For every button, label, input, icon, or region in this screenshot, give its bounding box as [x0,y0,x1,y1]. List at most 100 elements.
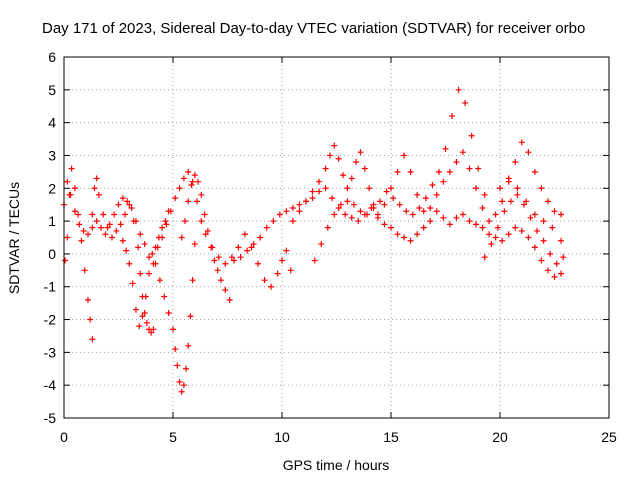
data-point [217,277,224,284]
data-point [501,208,508,215]
y-tick-label: 3 [48,147,56,163]
data-point [435,168,442,175]
data-point [507,198,514,205]
y-tick-label: -1 [44,279,57,295]
data-point [89,211,96,218]
data-point [440,178,447,185]
data-point [91,185,98,192]
data-point [113,227,120,234]
data-point [261,277,268,284]
data-point [141,309,148,316]
data-point [296,201,303,208]
x-tick-label: 5 [169,429,177,445]
y-tick-label: 0 [48,246,56,262]
data-point [499,198,506,205]
data-point [98,224,105,231]
data-point [231,257,238,264]
data-point [211,257,218,264]
data-point [226,296,233,303]
data-point [89,224,96,231]
data-point [479,204,486,211]
data-point [279,257,285,264]
data-point [143,319,150,326]
series-sat-11 [427,139,565,225]
data-point [453,214,460,221]
data-point [195,178,202,185]
data-point [139,313,146,320]
data-point [152,260,159,267]
y-tick-label: -4 [44,377,57,393]
data-point [129,280,136,287]
data-point [355,218,362,225]
data-point [95,191,102,198]
data-point [525,149,532,156]
data-point [81,267,88,274]
data-point [185,168,192,175]
x-axis: 0 5 10 15 20 25 [60,57,617,445]
data-point [525,234,532,241]
data-point [459,211,466,218]
data-point [84,231,91,238]
data-point [165,208,172,215]
data-point [189,178,196,185]
data-point [124,198,131,205]
data-point [388,224,394,231]
data-point [551,208,558,215]
data-point [148,329,155,336]
data-points [61,86,567,395]
data-point [255,260,262,267]
data-point [466,165,473,172]
data-point [433,208,440,215]
data-point [340,172,347,179]
data-point [547,250,554,257]
data-point [331,211,338,218]
data-point [117,221,124,228]
data-point [350,201,357,208]
data-point [159,224,166,231]
data-point [523,198,530,205]
data-point [318,241,325,248]
data-point [446,168,453,175]
data-point [374,211,381,218]
data-point [429,181,436,188]
data-point [324,224,331,231]
data-point [222,260,229,267]
data-point [520,201,527,208]
data-point [215,254,222,261]
data-point [414,191,421,198]
data-point [335,204,342,211]
data-point [518,139,525,146]
data-point [119,195,126,202]
data-point [455,86,462,93]
data-point [311,257,318,264]
data-point [161,293,168,300]
data-point [407,168,414,175]
data-point [481,254,488,261]
data-point [180,175,187,182]
data-point [156,277,163,284]
data-point [468,132,475,139]
data-point [396,201,403,208]
data-point [128,204,135,211]
data-point [137,270,144,277]
data-point [152,244,159,251]
grid [64,57,609,418]
data-point [473,185,480,192]
data-point [544,198,551,205]
data-point [141,241,148,248]
data-point [257,234,264,241]
data-point [486,218,493,225]
data-point [322,185,329,192]
data-point [64,234,71,241]
data-point [136,323,143,330]
data-point [302,198,309,205]
data-point [497,185,503,192]
x-axis-label: GPS time / hours [283,457,390,473]
x-tick-label: 10 [274,429,290,445]
data-point [361,165,368,172]
data-point [442,145,449,152]
data-point [527,214,534,221]
data-point [237,254,244,261]
data-point [93,175,100,182]
